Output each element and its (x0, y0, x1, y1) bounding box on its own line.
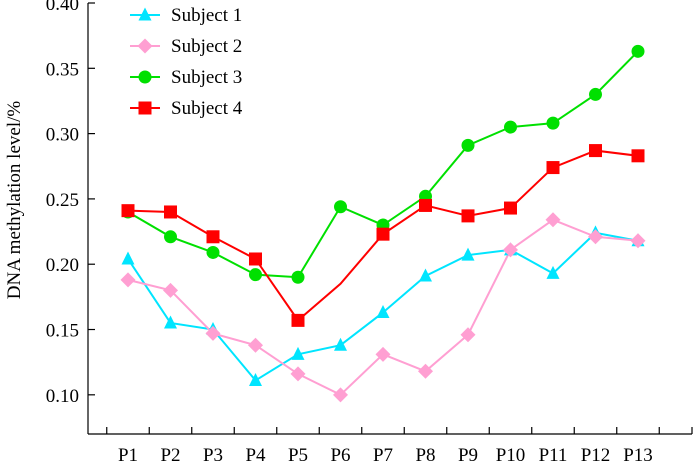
data-point-s1-P5 (291, 346, 305, 360)
data-point-s4-P11 (546, 161, 560, 175)
data-point-s2-P12 (588, 229, 603, 245)
data-point-s4-P9 (461, 209, 475, 223)
x-tick-label: P1 (118, 445, 138, 466)
data-point-s2-P10 (503, 242, 518, 258)
data-point-s3-P12 (589, 87, 602, 101)
x-tick-label: P10 (496, 445, 526, 466)
legend: Subject 1 Subject 2 Subject 3 Subject 4 (130, 5, 243, 119)
x-tick-label: P3 (203, 445, 223, 466)
data-point-s4-P3 (206, 230, 220, 244)
data-point-s3-P6 (334, 200, 347, 214)
data-point-s2-P1 (120, 272, 136, 288)
x-tick-label: P11 (539, 445, 568, 466)
legend-marker-1 (138, 7, 152, 21)
data-point-s4-P10 (504, 201, 517, 215)
data-point-s2-P5 (290, 366, 306, 382)
y-tick-label: 0.20 (46, 255, 79, 276)
data-point-s3-P10 (504, 120, 517, 134)
data-point-s1-P9 (461, 247, 475, 261)
legend-label-3: Subject 3 (171, 67, 242, 88)
data-point-s2-P4 (248, 337, 263, 353)
data-point-s1-P4 (249, 372, 262, 386)
y-tick-label: 0.10 (46, 386, 79, 407)
x-tick-label: P7 (373, 445, 393, 466)
data-point-s4-P5 (291, 313, 305, 327)
x-tick-label: P4 (245, 445, 266, 466)
data-point-s2-P3 (205, 325, 221, 341)
data-point-s3-P11 (546, 116, 560, 130)
data-point-s2-P7 (375, 346, 391, 362)
data-point-s3-P4 (249, 268, 262, 282)
x-tick-label: P6 (330, 445, 350, 466)
data-point-s4-P2 (164, 205, 177, 219)
data-point-s4-P12 (589, 144, 602, 158)
data-point-s1-P1 (121, 251, 135, 265)
legend-label-4: Subject 4 (171, 98, 243, 119)
data-point-s3-P5 (291, 270, 305, 284)
data-point-s1-P6 (334, 337, 347, 351)
legend-marker-3 (138, 70, 152, 84)
y-tick-label: 0.35 (46, 59, 79, 80)
data-point-s3-P3 (206, 245, 220, 259)
series-markers (120, 44, 646, 403)
x-tick-label: P12 (581, 445, 611, 466)
data-point-s4-P13 (631, 149, 645, 163)
data-point-s1-P8 (419, 268, 432, 282)
y-tick-label: 0.25 (46, 190, 79, 211)
data-point-s2-P8 (418, 363, 433, 379)
data-point-s3-P2 (164, 230, 177, 244)
x-tick-label: P13 (623, 445, 653, 466)
y-tick-label: 0.15 (46, 321, 79, 342)
legend-marker-4 (138, 101, 152, 115)
data-point-s4-P4 (249, 252, 262, 266)
data-point-s4-P7 (376, 227, 390, 241)
data-point-s2-P9 (460, 327, 476, 343)
data-point-s4-P1 (121, 204, 135, 218)
data-point-s2-P11 (545, 212, 561, 228)
x-tick-label: P2 (160, 445, 180, 466)
y-axis-title: DNA methylation level/% (4, 101, 25, 300)
data-point-s1-P11 (546, 265, 560, 279)
data-point-s2-P6 (333, 387, 348, 403)
y-tick-label: 0.40 (46, 0, 79, 15)
legend-label-2: Subject 2 (171, 36, 242, 57)
data-point-s4-P8 (419, 198, 432, 212)
data-point-s3-P9 (461, 138, 475, 152)
data-point-s1-P2 (164, 315, 177, 329)
axes: 0.10 0.15 0.20 0.25 0.30 0.35 0.40 P1 P2 P3 P4 P5 P6… (46, 0, 693, 466)
legend-marker-2 (137, 38, 153, 54)
data-point-s2-P13 (630, 233, 646, 249)
y-tick-label: 0.30 (46, 125, 79, 146)
x-tick-label: P5 (288, 445, 308, 466)
data-point-s3-P13 (631, 44, 645, 58)
data-point-s2-P2 (163, 282, 178, 298)
data-point-s1-P7 (376, 305, 390, 319)
legend-label-1: Subject 1 (171, 5, 242, 26)
x-tick-label: P9 (458, 445, 478, 466)
x-tick-label: P8 (415, 445, 435, 466)
